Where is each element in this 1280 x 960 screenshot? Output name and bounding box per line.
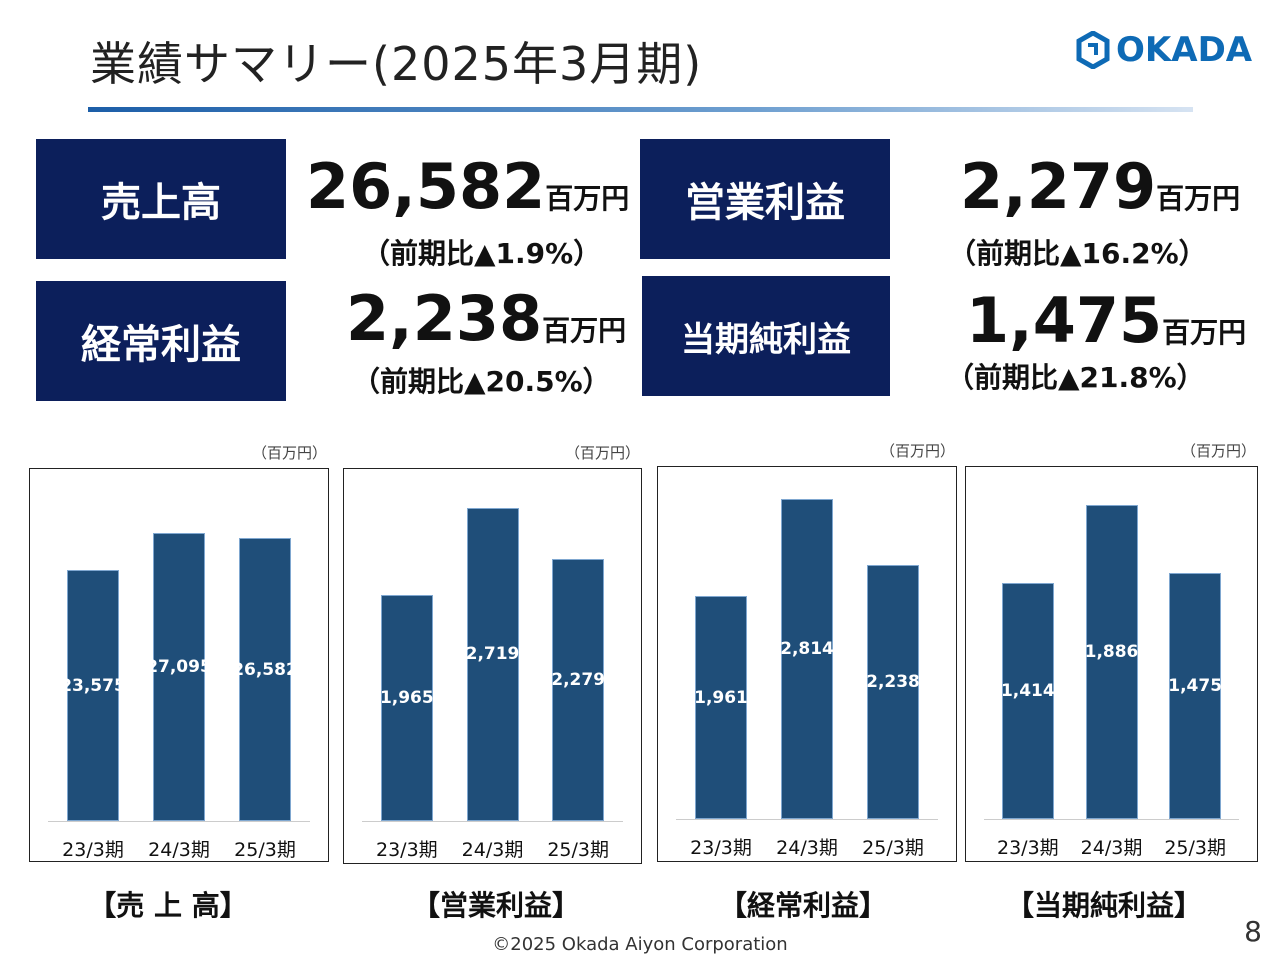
value: 1,475 xyxy=(966,284,1163,357)
x-tick-label: 23/3期 xyxy=(375,839,438,861)
copyright: ©2025 Okada Aiyon Corporation xyxy=(492,934,788,955)
bar xyxy=(867,564,919,819)
value: 2,238 xyxy=(346,282,543,355)
chart-unit-label: （百万円） xyxy=(251,444,327,462)
bar xyxy=(695,596,747,819)
kpi-change-net: （前期比▲21.8%） xyxy=(946,361,1205,394)
x-tick-label: 25/3期 xyxy=(862,837,924,859)
kpi-label-operating: 営業利益 xyxy=(640,139,890,259)
unit: 百万円 xyxy=(1156,182,1241,215)
bar xyxy=(552,558,605,821)
unit: 百万円 xyxy=(545,182,630,215)
kpi-value-ordinary: 2,238百万円 xyxy=(346,282,626,355)
value: 26,582 xyxy=(306,150,546,223)
chart-unit-label: （百万円） xyxy=(564,444,640,462)
bar-chart: 23,575 23/3期 27,095 24/3期 26,582 25/3期 xyxy=(29,468,329,862)
chart-title: 【売 上 高】 xyxy=(88,889,248,922)
baseline xyxy=(984,819,1239,820)
kpi-change-operating: （前期比▲16.2%） xyxy=(948,237,1207,270)
chart-unit-label: （百万円） xyxy=(879,442,955,460)
title-divider xyxy=(88,107,1193,112)
data-label: 2,719 xyxy=(465,644,520,665)
bar xyxy=(380,594,433,821)
data-label: 27,095 xyxy=(146,656,212,677)
baseline xyxy=(48,821,310,822)
data-label: 2,279 xyxy=(551,669,606,690)
x-tick-label: 25/3期 xyxy=(234,839,296,861)
x-tick-label: 24/3期 xyxy=(776,837,838,859)
x-tick-label: 23/3期 xyxy=(996,837,1059,859)
chart-title: 【営業利益】 xyxy=(411,889,581,922)
x-tick-label: 24/3期 xyxy=(148,839,210,861)
bar xyxy=(1169,573,1222,819)
logo-text: OKADA xyxy=(1116,30,1253,70)
page-title: 業績サマリー(2025年3月期) xyxy=(90,37,703,91)
data-label: 1,961 xyxy=(694,687,748,708)
kpi-value-sales: 26,582百万円 xyxy=(306,150,629,223)
data-label: 2,814 xyxy=(780,639,834,660)
bar xyxy=(466,507,519,821)
chart-title: 【当期純利益】 xyxy=(1005,889,1203,922)
x-tick-label: 25/3期 xyxy=(1164,837,1226,859)
kpi-value-net: 1,475百万円 xyxy=(966,284,1246,357)
bar xyxy=(67,570,119,821)
data-label: 1,475 xyxy=(1168,676,1223,697)
bar-chart: 1,965 23/3期 2,719 24/3期 2,279 25/3期 xyxy=(343,468,642,864)
baseline xyxy=(676,819,938,820)
unit: 百万円 xyxy=(1162,316,1247,349)
unit: 百万円 xyxy=(542,314,627,347)
data-label: 2,238 xyxy=(866,671,920,692)
x-tick-label: 25/3期 xyxy=(547,839,609,861)
kpi-change-sales: （前期比▲1.9%） xyxy=(362,237,602,270)
data-label: 1,414 xyxy=(1000,681,1055,702)
company-logo: OKADA xyxy=(1076,30,1252,70)
value: 2,279 xyxy=(960,150,1157,223)
x-tick-label: 23/3期 xyxy=(62,839,124,861)
bar xyxy=(781,499,833,819)
bar xyxy=(153,532,205,821)
chart-title: 【経常利益】 xyxy=(718,889,888,922)
data-label: 1,965 xyxy=(379,687,434,708)
bar-chart: 1,414 23/3期 1,886 24/3期 1,475 25/3期 xyxy=(965,466,1258,862)
kpi-label-ordinary: 経常利益 xyxy=(36,281,286,401)
kpi-label-net: 当期純利益 xyxy=(642,276,890,396)
hexagon-logo-icon xyxy=(1076,31,1110,69)
kpi-label-sales: 売上高 xyxy=(36,139,286,259)
x-tick-label: 24/3期 xyxy=(461,839,524,861)
x-tick-label: 24/3期 xyxy=(1080,837,1143,859)
baseline xyxy=(362,821,623,822)
kpi-change-ordinary: （前期比▲20.5%） xyxy=(352,365,611,398)
bar xyxy=(1001,583,1054,819)
bar xyxy=(1085,504,1138,819)
chart-unit-label: （百万円） xyxy=(1180,442,1256,460)
data-label: 26,582 xyxy=(232,659,298,680)
bar-chart: 1,961 23/3期 2,814 24/3期 2,238 25/3期 xyxy=(657,466,957,862)
kpi-value-operating: 2,279百万円 xyxy=(960,150,1240,223)
x-tick-label: 23/3期 xyxy=(690,837,752,859)
bar xyxy=(239,538,291,821)
data-label: 1,886 xyxy=(1084,641,1139,662)
data-label: 23,575 xyxy=(60,675,126,696)
page-number: 8 xyxy=(1244,915,1262,948)
